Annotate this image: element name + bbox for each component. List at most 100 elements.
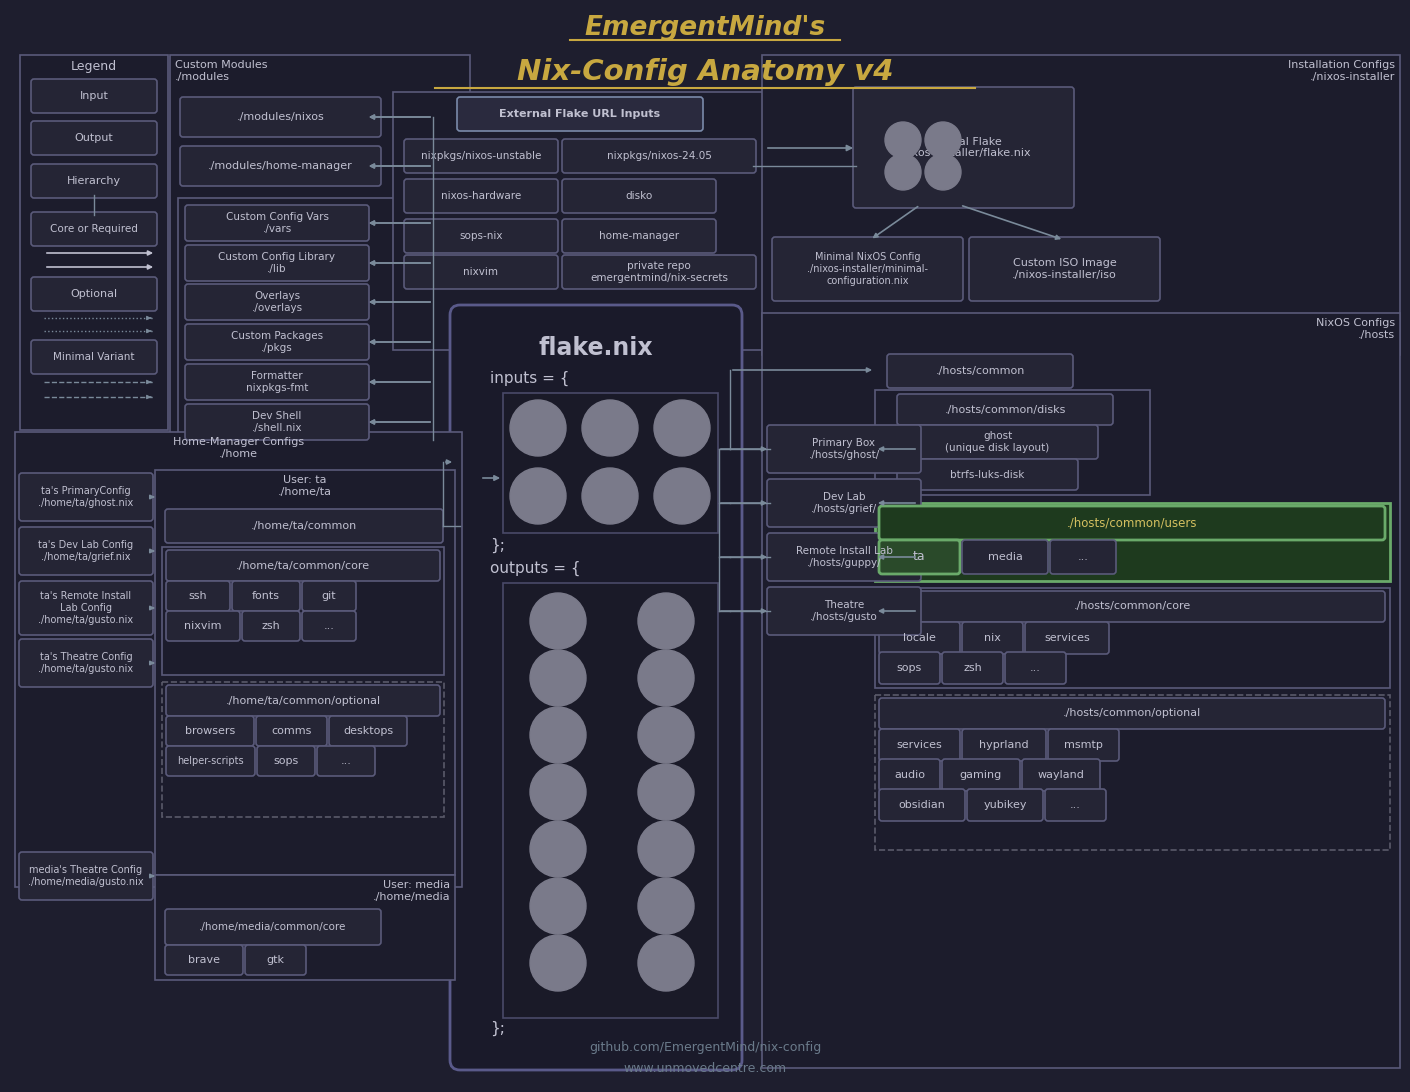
FancyBboxPatch shape [317,746,375,776]
Circle shape [582,468,637,524]
Text: ./home/media/common/core: ./home/media/common/core [199,922,347,931]
Text: ./home/ta/common/core: ./home/ta/common/core [235,560,369,570]
Text: btrfs-luks-disk: btrfs-luks-disk [950,470,1025,479]
Text: };: }; [491,1020,505,1035]
Text: Minimal NixOS Config
./nixos-installer/minimal-
configuration.nix: Minimal NixOS Config ./nixos-installer/m… [807,252,928,286]
FancyBboxPatch shape [171,55,470,455]
FancyBboxPatch shape [878,790,964,821]
Text: Nix-Config Anatomy v4: Nix-Config Anatomy v4 [516,58,894,86]
Text: ta's Dev Lab Config
./home/ta/grief.nix: ta's Dev Lab Config ./home/ta/grief.nix [38,541,134,561]
Text: nixpkgs/nixos-unstable: nixpkgs/nixos-unstable [420,151,541,161]
Text: ...: ... [341,756,351,765]
Text: home-manager: home-manager [599,232,680,241]
Text: wayland: wayland [1038,770,1084,780]
FancyBboxPatch shape [302,612,355,641]
Text: Custom Config Library
./lib: Custom Config Library ./lib [219,252,336,274]
Circle shape [510,468,565,524]
Circle shape [530,707,587,763]
Circle shape [637,878,694,934]
Circle shape [885,122,921,158]
Text: services: services [1045,633,1090,643]
Text: Optional: Optional [70,289,117,299]
Text: hyprland: hyprland [979,740,1029,750]
Circle shape [637,935,694,992]
FancyBboxPatch shape [18,527,154,575]
Circle shape [530,593,587,649]
FancyBboxPatch shape [185,364,369,400]
FancyBboxPatch shape [767,533,921,581]
FancyBboxPatch shape [245,945,306,975]
Circle shape [637,707,694,763]
FancyBboxPatch shape [31,164,157,198]
FancyBboxPatch shape [18,639,154,687]
FancyBboxPatch shape [166,581,230,612]
FancyBboxPatch shape [897,425,1098,459]
Text: Home-Manager Configs
./home: Home-Manager Configs ./home [173,437,305,459]
FancyBboxPatch shape [155,875,455,980]
FancyBboxPatch shape [180,146,381,186]
FancyBboxPatch shape [257,746,314,776]
Text: inputs = {: inputs = { [491,370,570,385]
Text: Input: Input [79,91,109,100]
FancyBboxPatch shape [405,179,558,213]
Text: msmtp: msmtp [1065,740,1103,750]
FancyBboxPatch shape [405,139,558,173]
FancyBboxPatch shape [962,622,1024,654]
FancyBboxPatch shape [165,909,381,945]
FancyBboxPatch shape [31,212,157,246]
Circle shape [637,821,694,877]
FancyBboxPatch shape [878,541,960,574]
Circle shape [582,400,637,456]
FancyBboxPatch shape [853,87,1074,207]
Text: ssh: ssh [189,591,207,601]
FancyBboxPatch shape [942,759,1019,791]
FancyBboxPatch shape [257,716,327,746]
FancyBboxPatch shape [185,245,369,281]
Text: brave: brave [188,956,220,965]
FancyBboxPatch shape [166,612,240,641]
FancyBboxPatch shape [450,305,742,1070]
Text: www.unmovedcentre.com: www.unmovedcentre.com [623,1061,787,1075]
FancyBboxPatch shape [393,92,768,351]
FancyBboxPatch shape [185,404,369,440]
FancyBboxPatch shape [878,591,1385,622]
Circle shape [885,154,921,190]
FancyBboxPatch shape [166,685,440,716]
FancyBboxPatch shape [878,729,960,761]
Text: nixvim: nixvim [464,268,499,277]
FancyBboxPatch shape [876,503,1390,581]
Text: Custom ISO Image
./nixos-installer/iso: Custom ISO Image ./nixos-installer/iso [1012,258,1117,280]
FancyBboxPatch shape [942,652,1003,684]
Text: ta's Theatre Config
./home/ta/gusto.nix: ta's Theatre Config ./home/ta/gusto.nix [38,652,134,674]
FancyBboxPatch shape [969,237,1160,301]
Text: Output: Output [75,133,113,143]
Text: audio: audio [894,770,925,780]
Text: Custom Modules
./modules: Custom Modules ./modules [175,60,268,82]
Text: Overlays
./overlays: Overlays ./overlays [251,292,303,312]
FancyBboxPatch shape [503,393,718,533]
Text: ./modules/nixos: ./modules/nixos [237,112,324,122]
FancyBboxPatch shape [31,277,157,311]
FancyBboxPatch shape [166,716,254,746]
FancyBboxPatch shape [18,581,154,636]
FancyBboxPatch shape [18,473,154,521]
FancyBboxPatch shape [761,313,1400,1068]
Circle shape [530,764,587,820]
Text: ./hosts/common/disks: ./hosts/common/disks [945,404,1066,415]
Text: zsh: zsh [262,621,281,631]
Text: ./modules/home-manager: ./modules/home-manager [209,161,352,171]
FancyBboxPatch shape [20,55,168,430]
FancyBboxPatch shape [767,425,921,473]
FancyBboxPatch shape [878,698,1385,729]
FancyBboxPatch shape [329,716,407,746]
Text: yubikey: yubikey [983,800,1026,810]
FancyBboxPatch shape [1005,652,1066,684]
FancyBboxPatch shape [563,179,716,213]
FancyBboxPatch shape [16,432,462,887]
FancyBboxPatch shape [162,547,444,675]
Text: Minimal Flake
./nixos-installer/flake.nix: Minimal Flake ./nixos-installer/flake.ni… [895,136,1032,158]
Text: Installation Configs
./nixos-installer: Installation Configs ./nixos-installer [1287,60,1394,82]
Text: flake.nix: flake.nix [539,336,653,360]
Circle shape [530,935,587,992]
Text: ./hosts/common: ./hosts/common [935,366,1025,376]
